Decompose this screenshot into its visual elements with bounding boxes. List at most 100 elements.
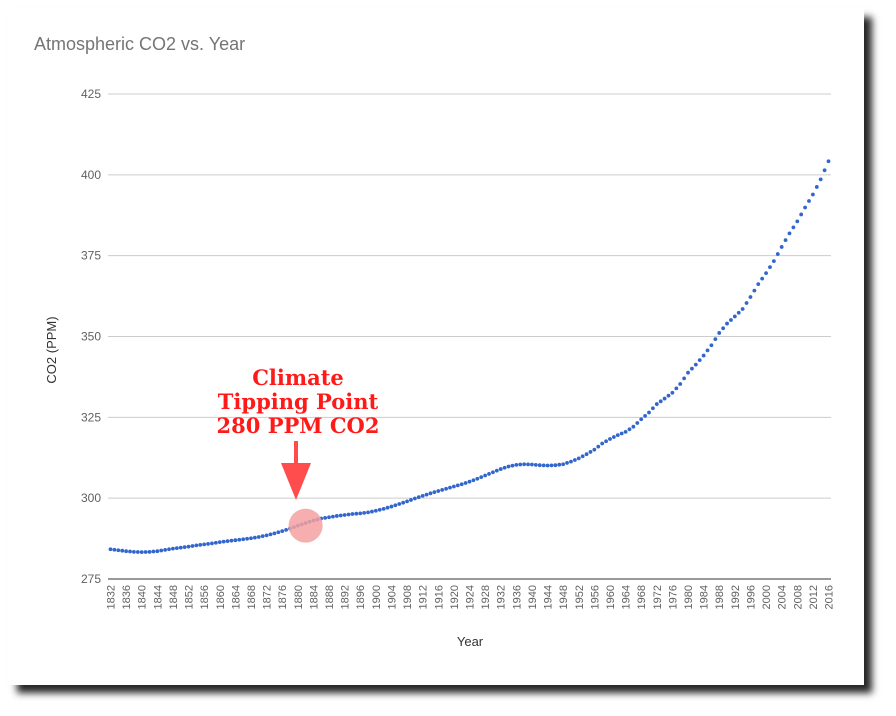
data-point: [502, 465, 507, 470]
data-point: [795, 219, 800, 224]
data-point: [818, 177, 823, 182]
x-tick-label: 1988: [714, 585, 726, 609]
data-point: [139, 550, 144, 555]
data-point: [397, 502, 402, 506]
x-tick-label: 2016: [824, 585, 836, 609]
data-point: [678, 382, 683, 386]
data-point: [619, 431, 624, 436]
data-point: [225, 539, 230, 544]
data-point: [249, 536, 253, 541]
data-point: [245, 536, 249, 541]
data-point: [600, 441, 605, 446]
data-point: [744, 301, 749, 305]
data-point: [596, 444, 601, 449]
x-tick-label: 1856: [199, 585, 211, 609]
data-point: [775, 252, 780, 256]
data-point: [112, 547, 117, 552]
data-point: [455, 483, 460, 488]
data-point: [822, 168, 827, 173]
data-point: [651, 406, 655, 411]
data-point: [178, 545, 183, 550]
x-tick-label: 1844: [152, 585, 164, 609]
data-point: [186, 544, 191, 549]
data-point: [768, 265, 772, 270]
x-tick-label: 1980: [683, 585, 695, 609]
data-point: [327, 515, 331, 520]
data-point: [272, 531, 277, 536]
data-point: [740, 307, 745, 311]
data-point: [565, 461, 569, 465]
data-point: [420, 494, 425, 498]
data-point: [787, 231, 792, 236]
data-point: [147, 549, 152, 554]
data-point: [580, 454, 585, 459]
data-point: [252, 535, 257, 540]
data-point: [260, 534, 265, 539]
data-point: [217, 540, 222, 545]
x-tick-label: 2004: [777, 585, 789, 609]
x-tick-label: 1864: [230, 585, 242, 609]
data-point: [428, 491, 433, 496]
x-tick-label: 1996: [745, 585, 757, 609]
data-point: [760, 276, 765, 281]
data-point: [268, 532, 273, 537]
x-tick-label: 1904: [386, 585, 398, 609]
x-tick-label: 1920: [449, 585, 461, 609]
data-point: [639, 417, 644, 422]
x-tick-label: 2008: [792, 585, 804, 609]
x-tick-label: 1848: [168, 585, 180, 609]
data-point: [701, 353, 706, 358]
data-point: [682, 376, 687, 381]
data-point: [697, 358, 702, 362]
data-point: [256, 535, 261, 539]
data-point: [713, 337, 718, 341]
data-point: [662, 396, 667, 401]
x-tick-label: 1928: [480, 585, 492, 609]
x-tick-label: 1992: [730, 585, 742, 609]
data-point: [666, 393, 671, 398]
x-tick-label: 1884: [308, 585, 320, 609]
y-tick-label: 400: [81, 168, 101, 182]
data-point: [412, 496, 417, 501]
data-point: [373, 508, 378, 513]
x-tick-label: 2012: [808, 585, 820, 609]
data-point: [779, 245, 784, 249]
y-tick-label: 275: [81, 572, 101, 586]
data-point: [752, 288, 757, 293]
data-point: [190, 544, 195, 548]
data-point: [615, 433, 620, 438]
data-point: [354, 511, 359, 516]
data-point: [670, 390, 675, 395]
x-tick-label: 1872: [262, 585, 274, 609]
x-tick-label: 1880: [293, 585, 305, 609]
data-point: [424, 492, 429, 497]
data-point: [280, 529, 285, 534]
x-tick-label: 1900: [371, 585, 383, 609]
data-point: [537, 463, 542, 468]
y-tick-label: 375: [81, 249, 101, 263]
data-point: [108, 547, 113, 552]
x-tick-label: 1944: [543, 585, 555, 609]
data-point: [771, 259, 776, 264]
data-point: [163, 548, 168, 552]
data-point: [459, 482, 464, 487]
data-point: [498, 467, 503, 471]
x-tick-label: 1852: [184, 585, 196, 609]
data-point: [405, 499, 409, 504]
y-tick-label: 350: [81, 330, 101, 344]
data-point: [358, 511, 363, 516]
x-tick-label: 1964: [621, 585, 633, 609]
data-point: [182, 545, 187, 550]
arrow-down-icon: [281, 441, 311, 500]
data-point: [323, 515, 328, 520]
x-tick-label: 1916: [433, 585, 445, 609]
data-point: [440, 488, 445, 492]
data-point: [159, 548, 164, 553]
data-point: [526, 462, 530, 467]
x-tick-label: 1868: [246, 585, 258, 609]
data-point: [471, 478, 476, 483]
data-point: [549, 463, 554, 468]
data-point: [198, 542, 203, 547]
data-point: [432, 490, 437, 495]
